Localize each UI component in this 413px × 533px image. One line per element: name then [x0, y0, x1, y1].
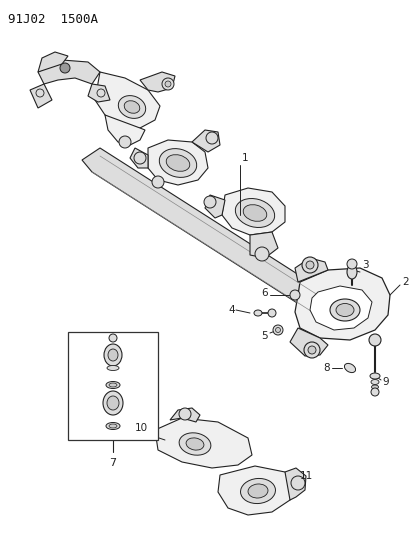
- Circle shape: [267, 309, 275, 317]
- Circle shape: [60, 63, 70, 73]
- Ellipse shape: [108, 349, 118, 361]
- Polygon shape: [204, 195, 224, 218]
- Circle shape: [346, 259, 356, 269]
- Circle shape: [370, 388, 378, 396]
- Ellipse shape: [109, 383, 117, 387]
- Polygon shape: [284, 468, 305, 500]
- Polygon shape: [38, 60, 100, 84]
- Ellipse shape: [107, 366, 119, 370]
- Text: 5: 5: [261, 331, 267, 341]
- Text: 10: 10: [135, 423, 147, 433]
- Circle shape: [305, 261, 313, 269]
- Ellipse shape: [106, 382, 120, 389]
- Circle shape: [307, 346, 315, 354]
- Polygon shape: [147, 140, 207, 185]
- FancyBboxPatch shape: [68, 332, 158, 440]
- Ellipse shape: [106, 423, 120, 430]
- Ellipse shape: [103, 391, 123, 415]
- Polygon shape: [309, 286, 371, 330]
- Polygon shape: [95, 72, 159, 128]
- Ellipse shape: [370, 385, 377, 389]
- Circle shape: [206, 132, 218, 144]
- Ellipse shape: [346, 265, 356, 279]
- Circle shape: [161, 78, 173, 90]
- Text: 6: 6: [261, 288, 267, 298]
- Ellipse shape: [335, 303, 353, 317]
- Polygon shape: [294, 258, 327, 282]
- Text: 9: 9: [381, 377, 388, 387]
- Circle shape: [301, 257, 317, 273]
- Text: 91J02  1500A: 91J02 1500A: [8, 13, 98, 26]
- Ellipse shape: [370, 379, 378, 384]
- Polygon shape: [249, 232, 277, 258]
- Circle shape: [36, 89, 44, 97]
- Polygon shape: [170, 408, 199, 422]
- Circle shape: [165, 81, 171, 87]
- Ellipse shape: [344, 364, 355, 373]
- Polygon shape: [140, 72, 175, 92]
- Ellipse shape: [329, 299, 359, 321]
- Ellipse shape: [107, 396, 119, 410]
- Ellipse shape: [185, 438, 204, 450]
- Polygon shape: [218, 466, 295, 515]
- Ellipse shape: [124, 101, 140, 114]
- Circle shape: [152, 176, 164, 188]
- Ellipse shape: [179, 433, 210, 455]
- Ellipse shape: [104, 344, 122, 366]
- Polygon shape: [105, 115, 145, 145]
- Ellipse shape: [369, 373, 379, 379]
- Polygon shape: [221, 188, 284, 235]
- Text: 3: 3: [361, 260, 368, 270]
- Polygon shape: [38, 52, 68, 72]
- Circle shape: [109, 334, 117, 342]
- Circle shape: [290, 476, 304, 490]
- Text: 1: 1: [242, 153, 248, 163]
- Polygon shape: [154, 418, 252, 468]
- Circle shape: [204, 196, 216, 208]
- Ellipse shape: [247, 484, 267, 498]
- Text: 7: 7: [109, 458, 116, 468]
- Text: 4: 4: [228, 305, 235, 315]
- Circle shape: [134, 152, 146, 164]
- Circle shape: [272, 325, 282, 335]
- Circle shape: [275, 327, 280, 333]
- Polygon shape: [30, 84, 52, 108]
- Ellipse shape: [159, 149, 196, 177]
- Circle shape: [368, 334, 380, 346]
- Circle shape: [303, 342, 319, 358]
- Ellipse shape: [254, 310, 261, 316]
- Polygon shape: [82, 148, 341, 325]
- Circle shape: [254, 247, 268, 261]
- Polygon shape: [294, 268, 389, 340]
- Circle shape: [119, 136, 131, 148]
- Text: 8: 8: [323, 363, 329, 373]
- Circle shape: [178, 408, 190, 420]
- Ellipse shape: [235, 198, 274, 228]
- Text: 2: 2: [401, 277, 408, 287]
- Ellipse shape: [109, 424, 117, 428]
- Polygon shape: [192, 130, 219, 152]
- Polygon shape: [88, 84, 110, 102]
- Ellipse shape: [243, 205, 266, 221]
- Ellipse shape: [240, 479, 275, 504]
- Circle shape: [97, 89, 105, 97]
- Ellipse shape: [118, 95, 145, 118]
- Circle shape: [289, 290, 299, 300]
- Polygon shape: [289, 328, 327, 356]
- Text: 11: 11: [299, 471, 313, 481]
- Polygon shape: [130, 148, 147, 168]
- Ellipse shape: [166, 155, 189, 171]
